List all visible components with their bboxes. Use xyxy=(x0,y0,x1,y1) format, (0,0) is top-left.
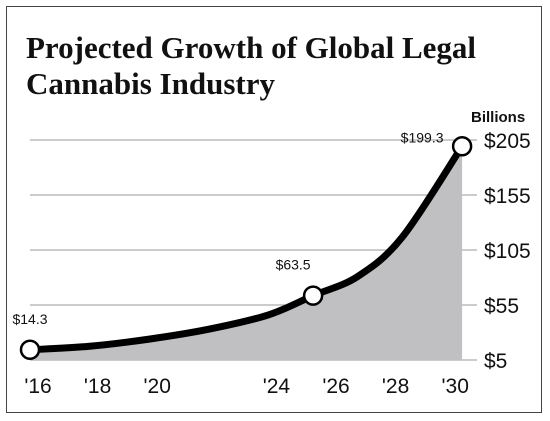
data-point-marker xyxy=(451,136,473,157)
x-tick-label: '28 xyxy=(382,375,409,398)
y-tick-label: $205 xyxy=(484,130,531,153)
chart-title: Projected Growth of Global Legal Cannabi… xyxy=(26,30,477,101)
y-tick-label: $155 xyxy=(484,185,531,208)
area-fill xyxy=(30,146,463,360)
x-axis-ticks: '16 '18 '20 '24 '26 '28 '30 xyxy=(24,375,469,398)
x-tick-label: '18 xyxy=(84,375,111,398)
y-tick-label: $105 xyxy=(484,240,531,263)
x-tick-label: '16 xyxy=(24,375,51,398)
data-point-marker xyxy=(19,339,41,361)
data-labels: $14.3 $63.5 $199.3 xyxy=(12,129,443,326)
x-tick-label: '20 xyxy=(144,375,171,398)
y-tick-label: $55 xyxy=(484,295,519,318)
series-line xyxy=(26,142,466,354)
x-tick-label: '30 xyxy=(442,375,469,398)
data-point-marker xyxy=(302,285,324,306)
data-label: $63.5 xyxy=(276,257,311,273)
data-label: $199.3 xyxy=(401,129,444,145)
x-tick-label: '26 xyxy=(322,375,349,398)
y-tick-label: $5 xyxy=(484,350,507,373)
x-tick-label: '24 xyxy=(263,375,291,398)
y-axis-unit-label: Billions xyxy=(471,109,525,126)
data-markers xyxy=(19,136,473,361)
y-axis-ticks: $5 $55 $105 $155 $205 xyxy=(484,130,531,373)
data-label: $14.3 xyxy=(12,311,47,327)
